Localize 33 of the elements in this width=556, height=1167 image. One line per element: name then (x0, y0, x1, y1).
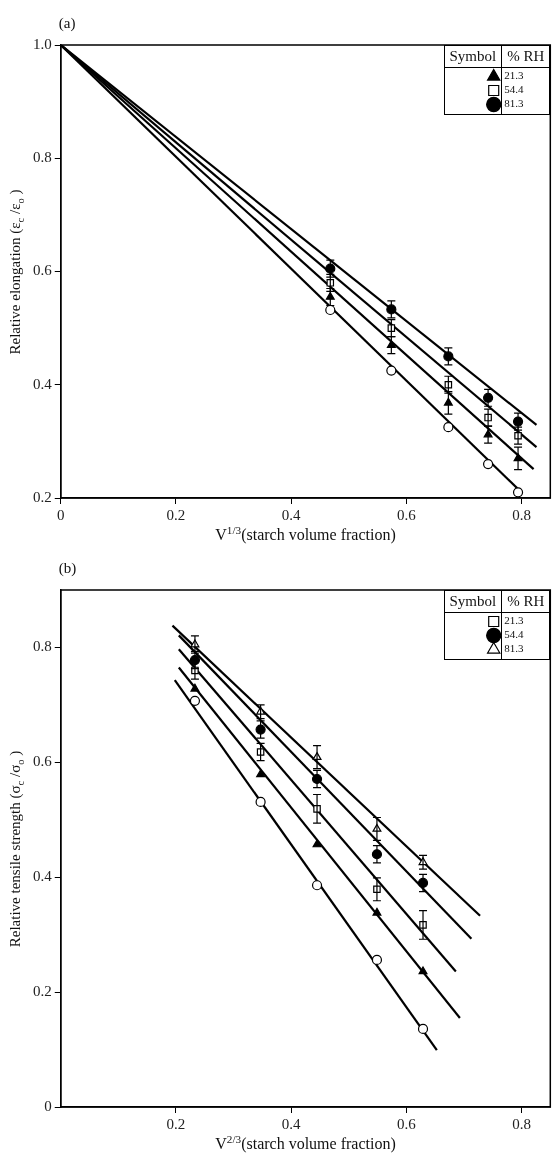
x-tick-label: 0.8 (512, 1115, 531, 1132)
x-tick-label: 0.4 (281, 1115, 301, 1132)
x-tick-label: 0 (57, 506, 65, 523)
legend-label: 21.3 (504, 69, 524, 82)
x-axis-title: V$^{1/3}$(starch volume fraction) (215, 524, 396, 545)
legend-label: 81.3 (504, 642, 524, 655)
legend-label: 21.3 (504, 614, 524, 627)
annotation: Symbol (444, 45, 502, 68)
y-tick-label: 0.2 (33, 983, 52, 1000)
y-tick-label: 1.0 (33, 35, 52, 52)
legend-title: % RH (501, 45, 550, 68)
x-axis-title: V$^{2/3}$(starch volume fraction) (215, 1133, 396, 1154)
y-tick-label: 0 (44, 1097, 52, 1114)
y-tick-label: 0.8 (33, 149, 52, 166)
x-tick-label: 0.6 (396, 506, 417, 523)
chart-title: (b) (58, 560, 77, 577)
legend-label: 54.4 (504, 628, 524, 641)
y-tick-label: 0.6 (33, 262, 53, 279)
y-tick-label: 0.6 (33, 753, 53, 770)
legend-title: % RH (501, 590, 550, 613)
y-tick-label: 0.4 (33, 868, 53, 885)
x-tick-label: 0.2 (166, 506, 186, 523)
chart-title: (a) (58, 15, 76, 32)
x-tick-label: 0.2 (166, 1115, 186, 1132)
annotation: Symbol (444, 590, 502, 613)
x-tick-label: 0.4 (281, 506, 301, 523)
legend-label: 81.3 (504, 97, 524, 110)
y-tick-label: 0.8 (33, 638, 52, 655)
y-tick-label: 0.4 (33, 375, 53, 392)
x-tick-label: 0.8 (512, 506, 531, 523)
x-tick-label: 0.6 (396, 1115, 417, 1132)
legend-label: 54.4 (504, 83, 524, 96)
y-tick-label: 0.2 (33, 488, 52, 505)
